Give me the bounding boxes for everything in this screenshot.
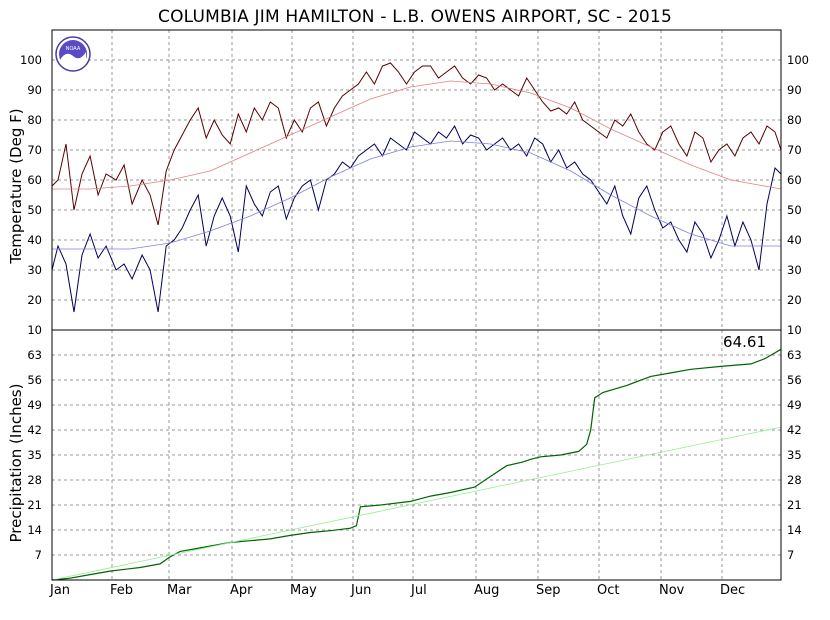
- chart-title: COLUMBIA JIM HAMILTON - L.B. OWENS AIRPO…: [158, 7, 672, 27]
- temp-tick-label-left: 10: [27, 323, 42, 337]
- temp-tick-label-right: 80: [787, 113, 802, 127]
- precip-tick-label-left: 42: [27, 423, 42, 437]
- month-label: Dec: [720, 583, 745, 598]
- temp-tick-label-right: 20: [787, 293, 802, 307]
- precip-tick-label-right: 28: [787, 473, 802, 487]
- month-label: Jul: [410, 583, 427, 598]
- precip-tick-label-right: 42: [787, 423, 802, 437]
- temperature-series-line: [51, 62, 782, 226]
- precip-tick-label-left: 14: [27, 523, 42, 537]
- temp-tick-label-left: 80: [27, 113, 42, 127]
- temperature-series-line: [51, 124, 782, 313]
- data-series: [51, 62, 782, 581]
- precipitation-series-line: [51, 348, 782, 581]
- precip-tick-label-left: 49: [27, 398, 42, 412]
- precip-tick-label-left: 21: [27, 498, 42, 512]
- precip-tick-label-right: 21: [787, 498, 802, 512]
- temp-tick-label-left: 70: [27, 143, 42, 157]
- noaa-logo: NOAA: [55, 36, 91, 72]
- month-label: Apr: [230, 583, 253, 598]
- precip-tick-label-left: 28: [27, 473, 42, 487]
- month-label: May: [290, 583, 317, 598]
- logo-text: NOAA: [66, 46, 81, 52]
- month-label: Oct: [597, 583, 619, 598]
- temp-tick-label-left: 40: [27, 233, 42, 247]
- temp-tick-label-left: 30: [27, 263, 42, 277]
- month-label: Feb: [110, 583, 133, 598]
- precipitation-axis-label: Precipitation (Inches): [7, 384, 25, 543]
- precip-tick-label-left: 35: [27, 448, 42, 462]
- logo-wave: [60, 52, 86, 68]
- temperature-axis-label: Temperature (Deg F): [7, 108, 25, 264]
- plot-border: [51, 29, 782, 581]
- temp-tick-label-left: 90: [27, 83, 42, 97]
- grid-lines: [52, 30, 781, 580]
- precip-tick-label-left: 63: [27, 348, 42, 362]
- month-label: Nov: [659, 583, 685, 598]
- temp-tick-label-right: 70: [787, 143, 802, 157]
- precipitation-total-label: 64.61: [723, 333, 766, 351]
- precip-tick-label-right: 7: [787, 548, 794, 562]
- temp-tick-label-right: 40: [787, 233, 802, 247]
- temp-tick-label-right: 30: [787, 263, 802, 277]
- precip-tick-label-right: 14: [787, 523, 802, 537]
- precip-tick-label-left: 56: [27, 373, 42, 387]
- precip-tick-label-left: 7: [35, 548, 42, 562]
- month-label: Sep: [536, 583, 561, 598]
- temp-tick-label-left: 50: [27, 203, 42, 217]
- month-label: Aug: [474, 583, 499, 598]
- temp-tick-label-right: 90: [787, 83, 802, 97]
- temp-tick-label-left: 60: [27, 173, 42, 187]
- precip-tick-label-right: 49: [787, 398, 802, 412]
- month-label: Jun: [350, 583, 371, 598]
- temp-tick-label-right: 50: [787, 203, 802, 217]
- plot-frames: [51, 29, 782, 581]
- axis-labels: 10 10 20 20 30 30 40 40 50 50 60 60 70 70 80 80 90 90 100 1…: [7, 53, 809, 598]
- month-label: Mar: [167, 583, 192, 598]
- temp-tick-label-left: 20: [27, 293, 42, 307]
- temp-tick-label-right: 100: [787, 53, 809, 67]
- precipitation-series-line: [51, 426, 782, 581]
- precip-tick-label-right: 63: [787, 348, 802, 362]
- precip-tick-label-right: 35: [787, 448, 802, 462]
- temperature-series-line: [52, 80, 782, 190]
- temperature-series-line: [52, 140, 781, 250]
- temp-tick-label-right: 60: [787, 173, 802, 187]
- temp-tick-label-right: 10: [787, 323, 802, 337]
- precip-tick-label-right: 56: [787, 373, 802, 387]
- month-label: Jan: [49, 583, 70, 598]
- temp-tick-label-left: 100: [20, 53, 42, 67]
